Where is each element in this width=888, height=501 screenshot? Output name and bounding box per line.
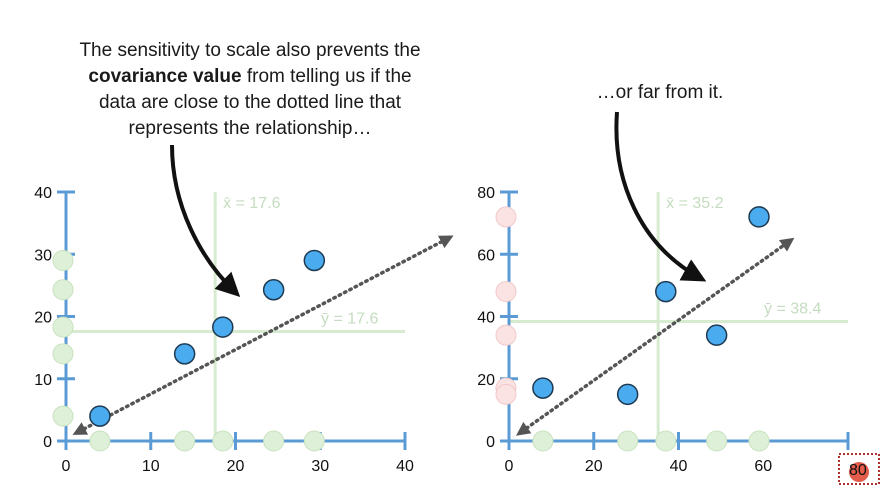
chart1-x-tick-label-0: 0 <box>62 458 71 475</box>
chart2-x-projection-1 <box>617 430 639 452</box>
chart2-x-projection-4 <box>748 430 770 452</box>
caption-left-line2-rest: from telling us if the <box>241 66 412 87</box>
chart2-x-tick-label-2: 40 <box>670 458 688 475</box>
chart1-mean-x-label: x̄ = 17.6 <box>223 195 280 212</box>
chart1-x-tick-label-3: 30 <box>311 458 329 475</box>
chart2-y-projection-1 <box>495 383 517 405</box>
chart2-x-projection-3 <box>706 430 728 452</box>
chart2-x-projection-0 <box>532 430 554 452</box>
chart1-data-point-4 <box>303 249 326 272</box>
chart1-x-projection-1 <box>174 430 196 452</box>
scatter-chart-left: x̄ = 17.6 ȳ = 17.6 0 10 20 30 40 0 10 20 30 40 <box>34 185 454 475</box>
pointer-arrow-left <box>170 144 241 298</box>
chart1-y-projection-0 <box>52 405 74 427</box>
chart2-data-point-4 <box>748 206 770 228</box>
chart2-x-projection-2 <box>655 430 677 452</box>
chart1-y-tick-label-2: 20 <box>34 310 52 327</box>
chart1-x-projection-4 <box>303 430 325 452</box>
chart1-y-tick-label-4: 40 <box>34 185 52 202</box>
caption-left-line3: data are close to the dotted line that <box>98 92 402 113</box>
chart2-y-tick-label-0: 0 <box>486 434 495 451</box>
caption-right: …or far from it. <box>596 82 724 103</box>
chart2-y-tick-label-3: 60 <box>477 247 495 264</box>
chart1-mean-y-label: ȳ = 17.6 <box>321 310 378 327</box>
chart1-y-tick-label-3: 30 <box>34 247 52 264</box>
chart1-y-projection-3 <box>52 279 74 301</box>
chart2-data-point-0 <box>532 377 554 399</box>
caption-left-line4: represents the relationship… <box>128 118 372 139</box>
chart1-y-tick-label-0: 0 <box>43 434 52 451</box>
caption-left-line1: The sensitivity to scale also prevents t… <box>79 40 421 61</box>
chart1-data-point-3 <box>262 278 285 301</box>
chart1-x-tick-label-1: 10 <box>142 458 160 475</box>
chart1-x-projection-0 <box>89 430 111 452</box>
chart2-x-tick-label-3: 60 <box>754 458 772 475</box>
caption-left-line2: covariance value from telling us if the <box>20 64 480 90</box>
chart1-data-point-1 <box>173 343 196 365</box>
chart2-mean-x-label: x̄ = 35.2 <box>666 195 723 212</box>
chart2-y-tick-label-4: 80 <box>477 185 495 202</box>
chart2-trend-line <box>516 237 795 436</box>
chart2-mean-y-label: ȳ = 38.4 <box>764 300 821 317</box>
logo-badge: 80 <box>838 453 880 485</box>
chart1-trend-line <box>72 235 454 435</box>
chart1-y-projection-1 <box>52 343 74 365</box>
chart2-y-tick-label-2: 40 <box>477 310 495 327</box>
chart1-x-projection-2 <box>212 430 234 452</box>
caption-left-bold: covariance value <box>88 66 242 87</box>
chart1-y-projection-2 <box>52 316 74 338</box>
logo-text: 80 <box>849 462 867 479</box>
chart2-data-point-3 <box>705 324 728 346</box>
chart2-y-projection-4 <box>495 206 517 228</box>
chart1-data-point-2 <box>212 316 234 338</box>
caption-left: The sensitivity to scale also prevents t… <box>20 38 480 142</box>
chart1-y-tick-label-1: 10 <box>34 372 52 389</box>
chart2-y-projection-3 <box>495 324 517 346</box>
chart1-x-projection-3 <box>263 430 285 452</box>
chart2-data-point-2 <box>655 280 677 303</box>
chart2-y-projection-2 <box>495 281 517 303</box>
chart1-x-tick-label-2: 20 <box>227 458 245 475</box>
chart2-y-tick-label-1: 20 <box>477 372 495 389</box>
chart1-x-tick-label-4: 40 <box>396 458 414 475</box>
chart2-data-point-1 <box>616 383 639 406</box>
chart2-x-tick-label-0: 0 <box>505 458 514 475</box>
chart2-x-tick-label-1: 20 <box>585 458 603 475</box>
pointer-arrow-right <box>614 111 707 282</box>
chart1-y-projection-4 <box>52 249 74 271</box>
chart1-data-point-0 <box>89 405 111 427</box>
